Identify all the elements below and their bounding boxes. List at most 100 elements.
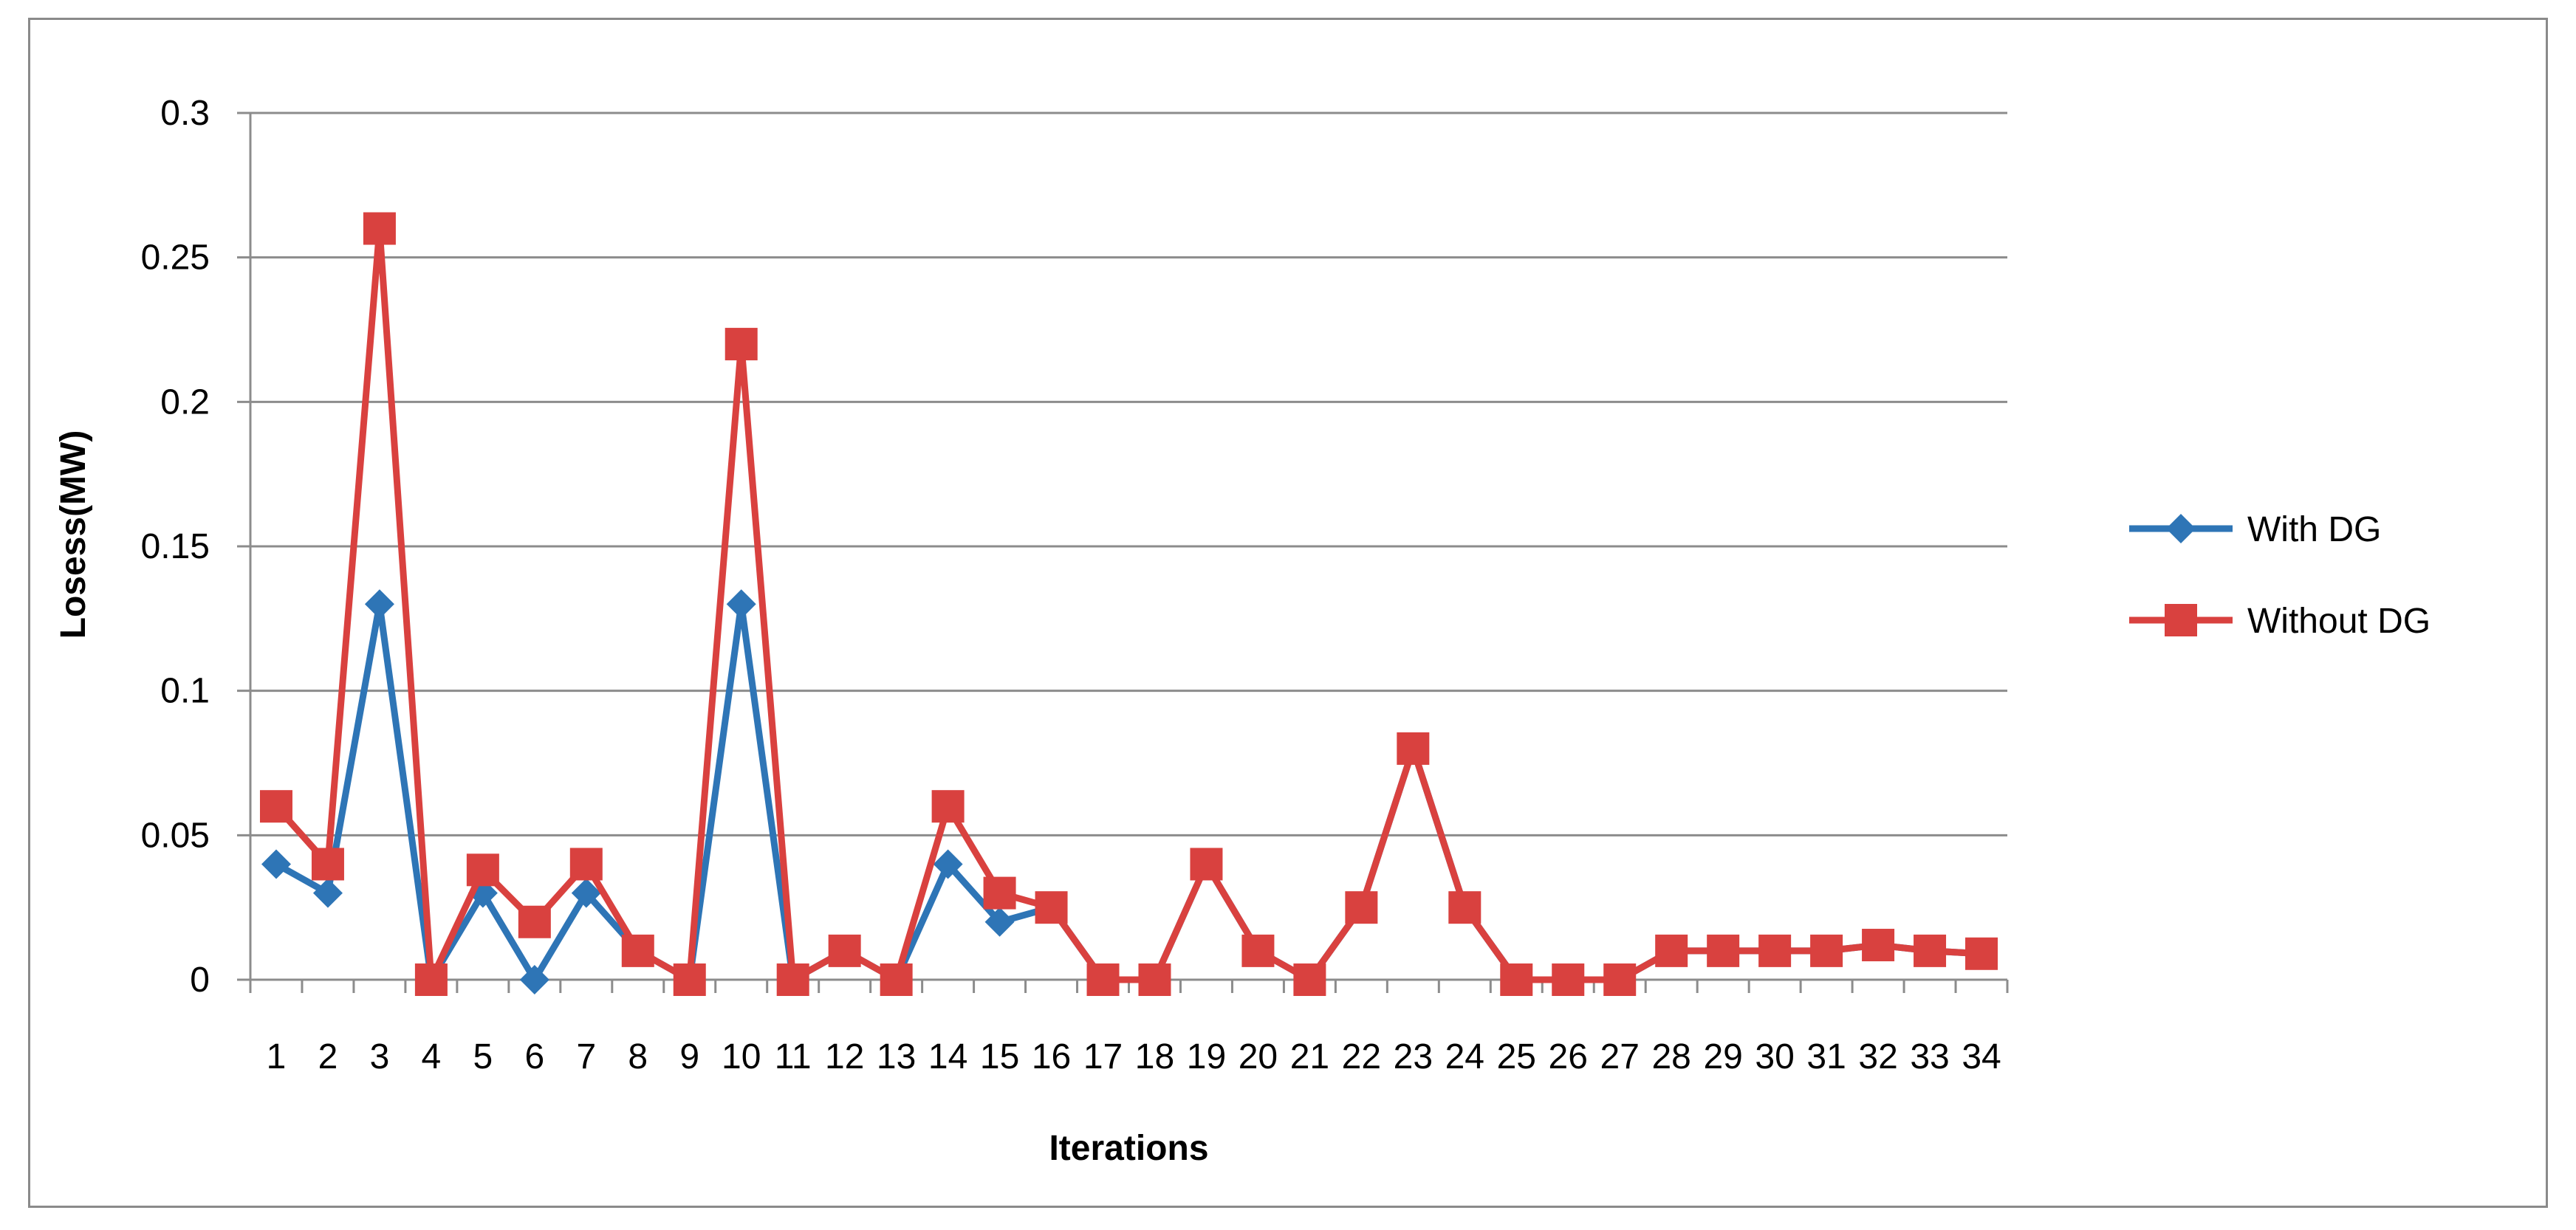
x-tick-label: 14 <box>928 1037 967 1076</box>
x-tick-label: 11 <box>775 1037 812 1076</box>
x-tick-label: 8 <box>628 1037 648 1076</box>
square-marker <box>1345 891 1378 924</box>
x-tick-label: 23 <box>1394 1037 1433 1076</box>
x-tick-label: 29 <box>1703 1037 1742 1076</box>
chart-frame: 0 0.05 0.1 0.15 0.2 0.25 0.3 1 2 3 4 5 6 7 8 9 10 11 12 13… <box>28 18 2548 1208</box>
y-tick-label: 0.2 <box>160 382 210 422</box>
legend-item: Without DG <box>2129 602 2431 641</box>
x-tick-label: 3 <box>370 1037 390 1076</box>
square-marker <box>1241 934 1275 967</box>
square-marker <box>414 963 448 996</box>
x-tick-label: 5 <box>473 1037 493 1076</box>
y-tick-label: 0.05 <box>141 816 210 855</box>
square-marker <box>259 790 292 823</box>
diamond-marker <box>933 849 963 879</box>
square-marker <box>1914 934 1947 967</box>
square-marker <box>1190 848 1223 881</box>
square-marker <box>1810 934 1843 967</box>
legend-label: With DG <box>2247 510 2381 549</box>
square-marker <box>466 853 499 887</box>
x-tick-label: 16 <box>1032 1037 1071 1076</box>
axis-layer <box>237 111 2009 993</box>
square-marker <box>724 328 758 361</box>
diamond-marker <box>984 907 1015 937</box>
x-tick-label: 2 <box>318 1037 338 1076</box>
legend-label: Without DG <box>2247 602 2431 641</box>
x-tick-labels: 1 2 3 4 5 6 7 8 9 10 11 12 13 14 15 16 17 18 19 20 21 22 23 24 2… <box>267 1037 2001 1076</box>
square-marker <box>1707 934 1740 967</box>
diamond-marker <box>519 965 549 994</box>
x-axis-title: Iterations <box>1049 1129 1208 1168</box>
x-tick-label: 30 <box>1755 1037 1794 1076</box>
x-tick-label: 17 <box>1083 1037 1123 1076</box>
legend-marker <box>2165 604 2197 636</box>
legend: With DG Without DG <box>2129 510 2431 641</box>
legend-item: With DG <box>2129 510 2381 549</box>
square-marker <box>1138 963 1171 996</box>
x-tick-label: 24 <box>1445 1037 1484 1076</box>
x-tick-label: 25 <box>1497 1037 1536 1076</box>
square-marker <box>1965 937 1998 970</box>
square-marker <box>569 848 603 881</box>
chart-svg: 00.050.10.150.20.250.3 1 2 3 4 5 6 7 8 9 10 11 12 13… <box>54 94 2431 1168</box>
diamond-marker <box>261 849 291 879</box>
square-marker <box>363 212 396 245</box>
x-tick-label: 9 <box>679 1037 699 1076</box>
diamond-marker <box>726 589 756 619</box>
y-tick-label: 0.25 <box>141 238 210 278</box>
square-marker <box>1500 963 1533 996</box>
square-marker <box>828 934 861 967</box>
x-tick-label: 21 <box>1290 1037 1329 1076</box>
square-marker <box>1655 934 1688 967</box>
x-tick-label: 1 <box>267 1037 287 1076</box>
x-tick-label: 32 <box>1858 1037 1897 1076</box>
x-tick-label: 31 <box>1806 1037 1846 1076</box>
square-marker <box>1758 934 1792 967</box>
square-marker <box>1086 963 1120 996</box>
series-layer <box>259 212 1998 996</box>
x-tick-label: 18 <box>1135 1037 1174 1076</box>
x-tick-label: 7 <box>576 1037 596 1076</box>
x-tick-label: 34 <box>1962 1037 2001 1076</box>
square-marker <box>1862 929 1895 962</box>
square-marker <box>880 963 913 996</box>
square-marker <box>983 876 1016 910</box>
y-tick-label: 0 <box>190 961 210 1000</box>
y-tick-label: 0.15 <box>141 527 210 566</box>
square-marker <box>1603 963 1637 996</box>
x-tick-label: 27 <box>1600 1037 1640 1076</box>
x-tick-label: 4 <box>422 1037 442 1076</box>
series-line <box>273 225 1982 983</box>
grid-layer <box>250 111 2007 836</box>
square-marker <box>1448 891 1481 924</box>
square-marker <box>1293 963 1326 996</box>
square-marker <box>1397 732 1430 765</box>
square-marker <box>931 790 965 823</box>
square-marker <box>518 905 551 938</box>
y-tick-labels: 0 0.05 0.1 0.15 0.2 0.25 0.3 <box>141 94 210 1000</box>
y-tick-label: 0.1 <box>160 672 210 711</box>
square-marker <box>621 934 654 967</box>
x-tick-label: 10 <box>722 1037 761 1076</box>
diamond-marker <box>364 589 394 619</box>
y-axis-title: Losess(MW) <box>54 430 93 639</box>
x-tick-label: 33 <box>1910 1037 1949 1076</box>
x-tick-label: 15 <box>980 1037 1019 1076</box>
x-tick-label: 28 <box>1651 1037 1690 1076</box>
x-tick-label: 6 <box>524 1037 544 1076</box>
x-tick-label: 20 <box>1239 1037 1278 1076</box>
diamond-marker <box>312 878 343 908</box>
diamond-marker <box>571 878 601 908</box>
square-marker <box>1035 891 1068 924</box>
x-tick-label: 19 <box>1187 1037 1226 1076</box>
y-tick-label: 0.3 <box>160 94 210 133</box>
legend-marker <box>2166 514 2196 543</box>
square-marker <box>673 963 706 996</box>
square-marker <box>311 848 344 881</box>
x-tick-label: 22 <box>1342 1037 1381 1076</box>
series-without-dg <box>259 212 1998 996</box>
square-marker <box>776 963 809 996</box>
x-tick-label: 13 <box>877 1037 916 1076</box>
x-tick-label: 12 <box>825 1037 864 1076</box>
x-tick-label: 26 <box>1549 1037 1588 1076</box>
